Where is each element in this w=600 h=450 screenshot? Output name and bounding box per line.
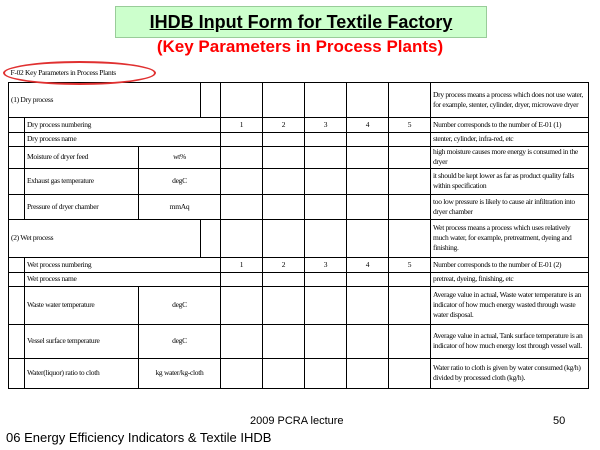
slide-subtitle: (Key Parameters in Process Plants)	[156, 37, 444, 56]
dry-param-unit: mmAq	[138, 193, 221, 220]
wet-name-label: Wet process name	[24, 271, 221, 287]
wet-number-3: 3	[304, 256, 347, 273]
wet-numbering-row: Wet process numbering 1 2 3 4 5 Number c…	[8, 256, 590, 273]
chapter-footer: 06 Energy Efficiency Indicators & Textil…	[6, 430, 272, 445]
wet-param-note: Average value in actual, Waste water tem…	[429, 285, 590, 325]
wet-numbering-note: Number corresponds to the number of E-01…	[429, 256, 590, 273]
wet-number-5: 5	[388, 256, 431, 273]
slide-title: IHDB Input Form for Textile Factory	[115, 6, 487, 38]
dry-section-note: Dry process means a process which does n…	[429, 81, 590, 118]
dry-number-3: 3	[304, 116, 347, 133]
dry-number-4: 4	[346, 116, 389, 133]
wet-param-label: Waste water temperature	[24, 285, 139, 325]
dry-name-input-1[interactable]	[220, 131, 263, 147]
wet-section-label: (2) Wet process	[8, 218, 201, 258]
input-form-table: F-02 Key Parameters in Process Plants (1…	[8, 64, 590, 389]
wet-number-4: 4	[346, 256, 389, 273]
wet-name-input-3[interactable]	[304, 271, 347, 287]
dry-number-1: 1	[220, 116, 263, 133]
wet-number-1: 1	[220, 256, 263, 273]
wet-name-input-2[interactable]	[262, 271, 305, 287]
wet-param-unit: degC	[138, 323, 221, 359]
dry-param-unit: wt%	[138, 145, 221, 169]
dry-number-5: 5	[388, 116, 431, 133]
dry-param-row: Moisture of dryer feed wt% high moisture…	[8, 145, 590, 169]
wet-section-note: Wet process means a process which uses r…	[429, 218, 590, 258]
dry-name-input-5[interactable]	[388, 131, 431, 147]
dry-param-row: Exhaust gas temperature degC it should b…	[8, 167, 590, 195]
dry-numbering-label: Dry process numbering	[24, 116, 221, 133]
wet-numbering-label: Wet process numbering	[24, 256, 221, 273]
dry-number-2: 2	[262, 116, 305, 133]
wet-param-note: Average value in actual, Tank surface te…	[429, 323, 590, 359]
dry-param-note: it should be kept lower as far as produc…	[429, 167, 590, 195]
wet-name-input-5[interactable]	[388, 271, 431, 287]
dry-param-label: Moisture of dryer feed	[24, 145, 139, 169]
wet-param-label: Water(liquor) ratio to cloth	[24, 357, 139, 389]
dry-param-note: too low pressure is likely to cause air …	[429, 193, 590, 220]
dry-name-note: stenter, cylinder, infra-red, etc	[429, 131, 590, 147]
dry-name-input-4[interactable]	[346, 131, 389, 147]
dry-param-unit: degC	[138, 167, 221, 195]
wet-name-input-1[interactable]	[220, 271, 263, 287]
lecture-label: 2009 PCRA lecture	[250, 415, 344, 427]
dry-numbering-row: Dry process numbering 1 2 3 4 5 Number c…	[8, 116, 590, 133]
dry-section-label: (1) Dry process	[8, 81, 201, 118]
dry-param-row: Pressure of dryer chamber mmAq too low p…	[8, 193, 590, 220]
page-number: 50	[553, 415, 566, 427]
wet-param-row: Waste water temperature degC Average val…	[8, 285, 590, 325]
dry-param-label: Pressure of dryer chamber	[24, 193, 139, 220]
dry-name-input-3[interactable]	[304, 131, 347, 147]
dry-numbering-note: Number corresponds to the number of E-01…	[429, 116, 590, 133]
highlight-oval	[3, 61, 156, 85]
dry-name-row: Dry process name stenter, cylinder, infr…	[8, 131, 590, 147]
wet-param-note: Water ratio to cloth is given by water c…	[429, 357, 590, 389]
wet-number-2: 2	[262, 256, 305, 273]
wet-param-label: Vessel surface temperature	[24, 323, 139, 359]
wet-param-row: Water(liquor) ratio to cloth kg water/kg…	[8, 357, 590, 389]
wet-name-note: pretreat, dyeing, finishing, etc	[429, 271, 590, 287]
dry-param-note: high moisture causes more energy is cons…	[429, 145, 590, 169]
wet-name-input-4[interactable]	[346, 271, 389, 287]
dry-section-row: (1) Dry process Dry process means a proc…	[8, 81, 590, 118]
wet-param-unit: degC	[138, 285, 221, 325]
dry-name-label: Dry process name	[24, 131, 221, 147]
wet-param-row: Vessel surface temperature degC Average …	[8, 323, 590, 359]
wet-name-row: Wet process name pretreat, dyeing, finis…	[8, 271, 590, 287]
wet-param-unit: kg water/kg-cloth	[138, 357, 221, 389]
dry-name-input-2[interactable]	[262, 131, 305, 147]
dry-param-label: Exhaust gas temperature	[24, 167, 139, 195]
wet-section-row: (2) Wet process Wet process means a proc…	[8, 218, 590, 258]
